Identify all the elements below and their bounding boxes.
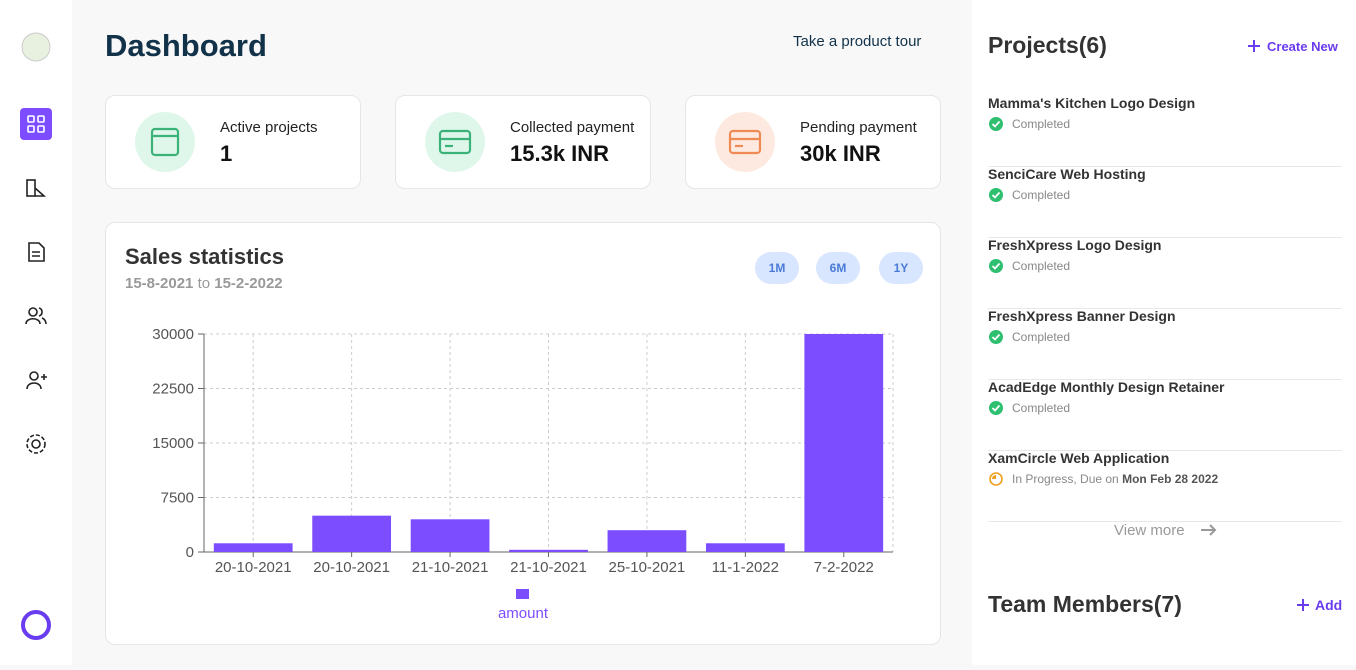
status-text: Completed	[1012, 117, 1071, 131]
status-text: Completed	[1012, 401, 1071, 415]
project-name: XamCircle Web Application	[988, 450, 1170, 466]
legend-swatch	[516, 589, 529, 599]
project-item: SenciCare Web Hosting Completed	[988, 166, 1342, 238]
project-status: Completed	[1012, 188, 1070, 202]
date-joiner: to	[197, 275, 211, 292]
y-tick-label: 0	[186, 544, 194, 561]
y-tick-label: 30000	[152, 326, 194, 343]
page-title: Dashboard	[105, 28, 267, 63]
team-title: Team Members(7)	[988, 591, 1182, 617]
create-new[interactable]: Create New	[1267, 39, 1338, 54]
project-status: Completed	[1012, 117, 1070, 131]
status-icon	[989, 117, 1003, 131]
date-from: 15-8-2021	[125, 275, 194, 292]
stat-label: Pending payment	[800, 119, 917, 136]
x-tick-label: 20-10-2021	[215, 559, 292, 576]
range-button[interactable]: 6M	[816, 252, 860, 284]
status-icon	[989, 259, 1003, 273]
project-name: SenciCare Web Hosting	[988, 166, 1146, 182]
nav-settings[interactable]	[31, 439, 41, 449]
bar	[312, 515, 392, 552]
project-item: FreshXpress Banner Design Completed	[988, 308, 1342, 380]
status-text: In Progress, Due on	[1012, 472, 1119, 486]
status-icon	[989, 401, 1003, 415]
stat-card: Collected payment 15.3k INR	[395, 95, 651, 189]
project-name: AcadEdge Monthly Design Retainer	[988, 379, 1225, 395]
status-text: Completed	[1012, 188, 1071, 202]
date-to: 15-2-2022	[214, 275, 283, 292]
stat-card: Pending payment 30k INR	[685, 95, 941, 189]
sales-card: Sales statistics 15-8-2021 to 15-2-2022 …	[105, 222, 941, 645]
bar	[213, 543, 293, 552]
date-range: 15-8-2021 to 15-2-2022	[125, 275, 283, 292]
right-panel: Projects(6) Create New Mamma's Kitchen L…	[972, 0, 1356, 665]
nav-projects[interactable]	[26, 179, 36, 197]
bar	[804, 334, 884, 552]
add-member[interactable]: Add	[1315, 597, 1343, 613]
bar	[607, 530, 687, 552]
status-icon	[989, 472, 1003, 486]
x-tick-label: 7-2-2022	[814, 559, 874, 576]
y-tick-label: 22500	[152, 381, 194, 398]
project-name: FreshXpress Logo Design	[988, 237, 1162, 253]
x-tick-label: 21-10-2021	[510, 559, 587, 576]
stat-value: 1	[220, 141, 233, 166]
nav-dashboard[interactable]	[20, 108, 52, 140]
project-status: Completed	[1012, 330, 1070, 344]
project-status: Completed	[1012, 259, 1070, 273]
arrow-icon	[1201, 524, 1217, 536]
stat-label: Collected payment	[510, 119, 635, 136]
project-name: Mamma's Kitchen Logo Design	[988, 95, 1196, 111]
help-logo[interactable]	[21, 610, 51, 640]
status-icon	[989, 188, 1003, 202]
view-more[interactable]: View more	[1114, 522, 1185, 539]
plus-icon	[1297, 599, 1309, 611]
projects-title: Projects(6)	[988, 32, 1107, 58]
chart-title: Sales statistics	[125, 244, 284, 269]
due-date: Mon Feb 28 2022	[1122, 472, 1219, 486]
y-tick-label: 7500	[161, 490, 194, 507]
stat-card: Active projects 1	[105, 95, 361, 189]
bar	[410, 519, 490, 552]
bar	[705, 543, 785, 552]
project-status: Completed	[1012, 401, 1070, 415]
project-status: In Progress, Due on Mon Feb 28 2022	[1012, 472, 1218, 486]
chart: 0 7500 15000 22500 30000 amount 20-10-2021 20-1…	[152, 326, 894, 622]
stat-value: 30k INR	[800, 141, 881, 166]
project-item: AcadEdge Monthly Design Retainer Complete…	[988, 379, 1342, 451]
project-item: XamCircle Web Application In Progress, Du…	[988, 450, 1342, 522]
status-text: Completed	[1012, 259, 1071, 273]
x-tick-label: 21-10-2021	[412, 559, 489, 576]
legend-label: amount	[498, 605, 549, 622]
stat-label: Active projects	[220, 119, 318, 136]
x-tick-label: 25-10-2021	[609, 559, 686, 576]
range-button[interactable]: 1M	[755, 252, 799, 284]
status-text: Completed	[1012, 330, 1071, 344]
plus-icon	[1248, 40, 1260, 52]
x-tick-label: 11-1-2022	[712, 559, 779, 576]
x-tick-label: 20-10-2021	[313, 559, 390, 576]
sidebar-icons	[20, 32, 52, 640]
bar	[509, 549, 588, 552]
project-item: FreshXpress Logo Design Completed	[988, 237, 1342, 309]
nav-invoices[interactable]	[28, 242, 45, 262]
range-button[interactable]: 1Y	[879, 252, 923, 284]
tour-link[interactable]: Take a product tour	[793, 33, 922, 50]
project-name: FreshXpress Banner Design	[988, 308, 1176, 324]
status-icon	[989, 330, 1003, 344]
project-item: Mamma's Kitchen Logo Design Completed	[988, 95, 1342, 167]
sidebar	[0, 0, 72, 665]
y-tick-label: 15000	[152, 435, 194, 452]
nav-clients[interactable]	[28, 307, 38, 317]
stat-value: 15.3k INR	[510, 141, 610, 166]
nav-add-client[interactable]	[29, 371, 39, 381]
logo	[21, 32, 51, 62]
